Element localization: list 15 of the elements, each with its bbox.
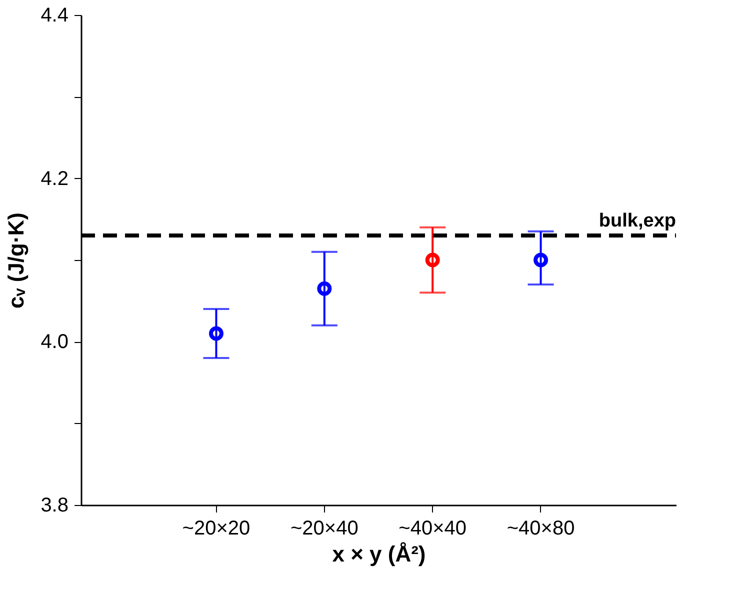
point	[425, 252, 440, 268]
y-tick-label: 4.0	[40, 331, 68, 354]
y-tick-label: 4.2	[40, 168, 68, 190]
y-tick-label: 3.8	[40, 494, 68, 516]
x-tick-label: ~20×20	[182, 518, 250, 540]
y-axis-title: cᵥ (J/g·K)	[4, 212, 29, 309]
x-tick-label: ~40×40	[398, 518, 467, 540]
y-tick-label: 4.4	[40, 4, 68, 26]
x-axis-title: x × y (Å²)	[332, 542, 426, 566]
x-tick-label: ~40×80	[506, 518, 575, 540]
ref-line-label: bulk,exp	[598, 210, 676, 232]
point	[534, 252, 548, 268]
x-tick-label: ~20×40	[290, 518, 358, 540]
point	[208, 326, 224, 341]
point	[317, 281, 332, 296]
